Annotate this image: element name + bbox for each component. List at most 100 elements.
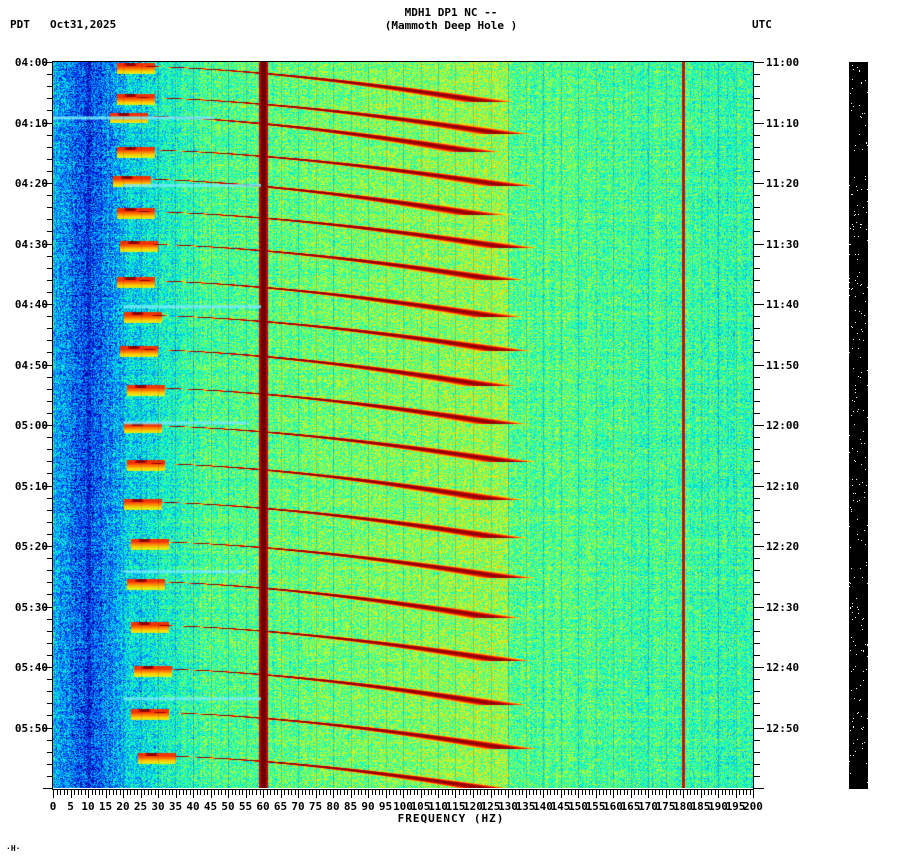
y-tick-minor-right (754, 510, 760, 511)
x-tick-minor (95, 790, 96, 795)
x-tick-minor (435, 790, 436, 795)
x-axis-label: 125 (480, 800, 501, 813)
x-tick-major (613, 790, 614, 798)
x-tick-minor (711, 790, 712, 795)
amplitude-strip-speckle (866, 143, 867, 144)
x-tick-minor (151, 790, 152, 795)
x-tick-minor (67, 790, 68, 795)
x-axis-label: 50 (221, 800, 235, 813)
x-tick-minor (256, 790, 257, 795)
x-tick-major (421, 790, 422, 798)
y-tick-major-right (754, 244, 764, 245)
amplitude-strip-speckle (861, 443, 862, 444)
x-tick-major (648, 790, 649, 798)
x-tick-minor (207, 790, 208, 795)
x-axis-label: 30 (151, 800, 165, 813)
x-tick-major (561, 790, 562, 798)
y-axis-label-pdt: 05:50 (14, 722, 48, 735)
x-tick-minor (655, 790, 656, 795)
x-tick-minor (291, 790, 292, 795)
amplitude-strip-speckle (855, 296, 856, 297)
amplitude-strip-speckle (852, 619, 853, 620)
y-tick-minor-left (47, 619, 53, 620)
amplitude-strip-speckle (860, 285, 861, 286)
amplitude-strip-speckle (858, 539, 859, 540)
amplitude-strip-speckle (852, 448, 853, 449)
x-axis-label: 140 (533, 800, 553, 813)
amplitude-strip-speckle (852, 288, 853, 289)
x-axis-label: 165 (620, 800, 641, 813)
amplitude-strip-speckle (861, 83, 862, 84)
x-axis-label: 150 (568, 800, 588, 813)
amplitude-strip-speckle (853, 743, 854, 744)
x-tick-minor (547, 790, 548, 795)
x-tick-minor (634, 790, 635, 795)
y-axis-label-utc: 12:30 (766, 601, 800, 614)
x-tick-minor (620, 790, 621, 795)
x-tick-minor (361, 790, 362, 795)
x-tick-major (123, 790, 124, 798)
corner-artifact-mark: ·H· (6, 844, 21, 853)
amplitude-strip-speckle (852, 194, 853, 195)
x-tick-minor (536, 790, 537, 795)
x-tick-minor (610, 790, 611, 795)
amplitude-strip-speckle (854, 236, 855, 237)
amplitude-strip-speckle (850, 730, 851, 731)
x-axis-label: 90 (361, 800, 375, 813)
amplitude-strip-speckle (863, 671, 864, 672)
x-tick-minor (330, 790, 331, 795)
x-tick-minor (452, 790, 453, 795)
amplitude-strip-speckle (857, 259, 858, 260)
x-tick-minor (127, 790, 128, 795)
amplitude-strip-speckle (849, 288, 850, 289)
y-tick-minor-right (754, 764, 760, 765)
y-tick-minor-left (47, 195, 53, 196)
x-tick-minor (557, 790, 558, 795)
amplitude-strip-speckle (861, 189, 862, 190)
x-tick-minor (477, 790, 478, 795)
x-tick-major (351, 790, 352, 798)
amplitude-strip-speckle (861, 313, 862, 314)
x-tick-major (281, 790, 282, 798)
amplitude-strip-speckle (858, 609, 859, 610)
x-tick-minor (659, 790, 660, 795)
y-tick-minor-left (47, 389, 53, 390)
amplitude-strip-speckle (863, 340, 864, 341)
x-axis-label: 190 (708, 800, 728, 813)
x-tick-minor (165, 790, 166, 795)
amplitude-strip-speckle (862, 149, 863, 150)
amplitude-strip-speckle (850, 650, 851, 651)
x-tick-minor (746, 790, 747, 795)
x-tick-minor (697, 790, 698, 795)
amplitude-strip-speckle (864, 113, 865, 114)
amplitude-strip-speckle (858, 376, 859, 377)
x-tick-minor (225, 790, 226, 795)
amplitude-strip-speckle (851, 289, 852, 290)
x-axis-label: 5 (67, 800, 74, 813)
amplitude-strip-speckle (855, 280, 856, 281)
x-axis-label: 0 (49, 800, 57, 813)
amplitude-strip-speckle (851, 637, 852, 638)
y-tick-minor-left (47, 631, 53, 632)
amplitude-strip-speckle (854, 177, 855, 178)
y-axis-label-pdt: 05:20 (14, 540, 48, 553)
x-tick-minor (288, 790, 289, 795)
y-tick-minor-left (47, 534, 53, 535)
y-tick-minor-left (47, 461, 53, 462)
amplitude-strip-speckle (857, 739, 858, 740)
y-tick-minor-right (754, 643, 760, 644)
amplitude-strip-speckle (850, 773, 851, 774)
x-tick-major (701, 790, 702, 798)
amplitude-strip-speckle (857, 534, 858, 535)
y-tick-minor-left (47, 256, 53, 257)
amplitude-strip-speckle (862, 729, 863, 730)
x-tick-minor (585, 790, 586, 795)
amplitude-strip-speckle (853, 106, 854, 107)
y-tick-major-left (43, 62, 53, 63)
amplitude-strip-speckle (858, 214, 859, 215)
axis-bottom-border (52, 789, 754, 790)
amplitude-strip-speckle (866, 669, 867, 670)
x-tick-major (211, 790, 212, 798)
y-axis-label-utc: 11:10 (766, 117, 800, 130)
x-tick-minor (722, 790, 723, 795)
